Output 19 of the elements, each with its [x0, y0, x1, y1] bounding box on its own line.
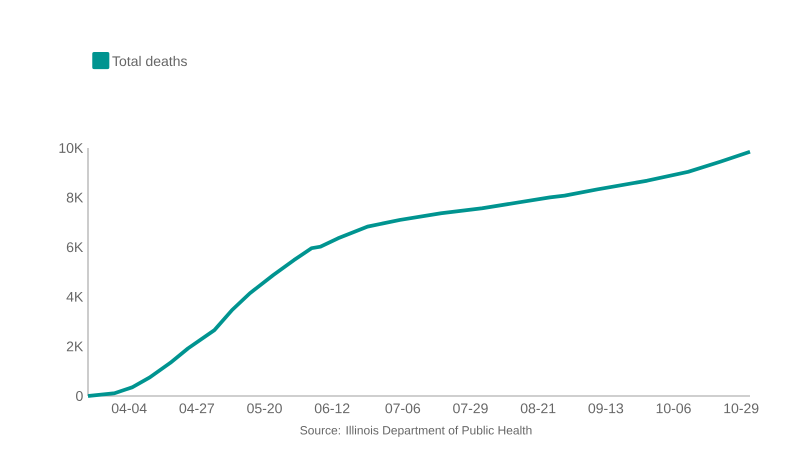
y-tick-label: 6K [66, 242, 84, 252]
x-tick-label: 10-06 [656, 403, 691, 414]
line-series [86, 150, 752, 398]
y-tick-label: 8K [66, 192, 84, 203]
x-tick-label: 08-21 [520, 403, 556, 414]
y-tick-label: 10K [59, 143, 84, 153]
x-tick-label: 10-29 [724, 403, 758, 414]
x-tick-label: 04-04 [112, 403, 147, 414]
y-tick-label: 4K [66, 292, 84, 302]
x-tick-label: 06-12 [314, 403, 350, 414]
legend-label: Total deaths [112, 56, 187, 66]
x-tick-label: 07-29 [453, 403, 488, 414]
x-tick-label: 04-27 [180, 403, 214, 414]
y-tick-label: 2K [66, 342, 84, 352]
x-tick-label: 09-13 [588, 403, 624, 414]
x-tick-label: 07-06 [385, 403, 420, 414]
source-note: Source: Illinois Department of Public Health [300, 426, 532, 437]
x-tick-label: 05-20 [247, 403, 282, 414]
y-tick-label: 0 [76, 391, 83, 401]
